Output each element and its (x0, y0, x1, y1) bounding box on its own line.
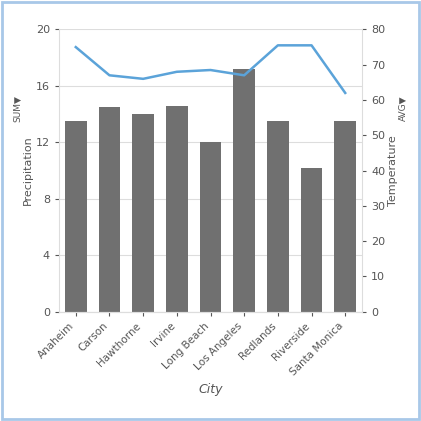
Bar (99, 107, 120, 312)
Bar (334, 121, 356, 312)
Y-axis label: Temperature: Temperature (388, 135, 398, 206)
Y-axis label: Precipitation: Precipitation (23, 136, 33, 205)
Bar (301, 168, 322, 312)
X-axis label: City: City (198, 383, 223, 396)
Bar (233, 69, 255, 312)
Bar (166, 106, 188, 312)
Bar (132, 114, 154, 312)
Bar (200, 142, 221, 312)
Bar (65, 121, 87, 312)
Text: SUM▼: SUM▼ (13, 95, 22, 122)
Bar (267, 121, 289, 312)
Text: AVG▼: AVG▼ (399, 96, 408, 121)
